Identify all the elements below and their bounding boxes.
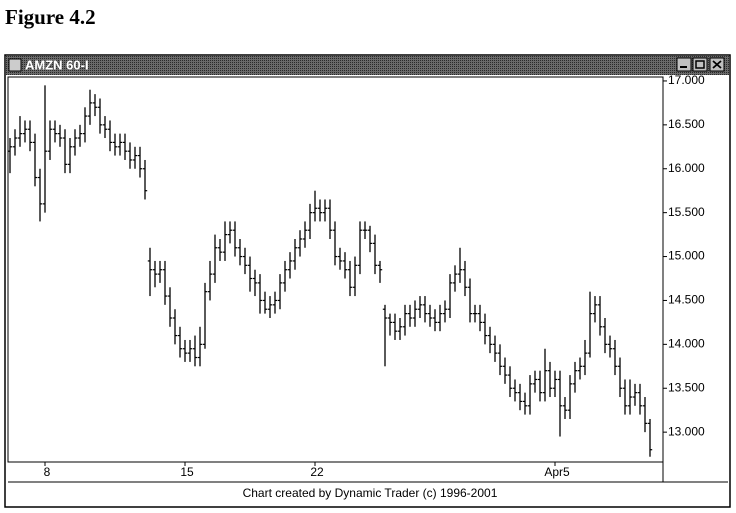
x-tick-label: 15 bbox=[180, 465, 194, 479]
window-buttons bbox=[676, 57, 725, 72]
y-tick-label: 16.000 bbox=[668, 161, 705, 175]
x-tick-label: 8 bbox=[44, 465, 51, 479]
y-tick-label: 14.500 bbox=[668, 293, 705, 307]
y-tick-label: 15.500 bbox=[668, 205, 705, 219]
y-tick-label: 14.000 bbox=[668, 337, 705, 351]
footer-note: Chart created by Dynamic Trader (c) 1996… bbox=[243, 486, 498, 500]
figure-caption: Figure 4.2 bbox=[5, 5, 96, 29]
close-icon bbox=[712, 60, 722, 69]
y-tick-label: 15.000 bbox=[668, 249, 705, 263]
window-icon bbox=[8, 58, 22, 72]
title-bar bbox=[6, 56, 729, 75]
maximize-button[interactable] bbox=[692, 57, 708, 72]
y-tick-label: 13.500 bbox=[668, 380, 705, 394]
y-tick-label: 17.000 bbox=[668, 73, 705, 87]
x-tick-label: Apr5 bbox=[544, 465, 570, 479]
maximize-icon bbox=[695, 60, 705, 69]
window-title: AMZN 60-I bbox=[25, 57, 89, 72]
y-tick-label: 16.500 bbox=[668, 117, 705, 131]
minimize-button[interactable] bbox=[676, 57, 692, 72]
plot-area bbox=[7, 76, 664, 463]
y-tick-label: 13.000 bbox=[668, 424, 705, 438]
x-tick-label: 22 bbox=[310, 465, 324, 479]
